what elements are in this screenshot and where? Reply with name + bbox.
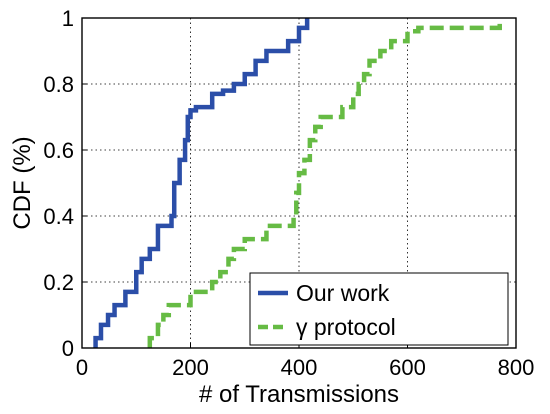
x-tick-label: 0 bbox=[76, 355, 88, 380]
legend-box bbox=[249, 272, 509, 346]
y-axis-title: CDF (%) bbox=[9, 136, 36, 229]
legend-label-our-work: Our work bbox=[296, 280, 390, 306]
series-line-0 bbox=[93, 18, 310, 348]
x-tick-label: 400 bbox=[281, 355, 318, 380]
x-tick-label: 800 bbox=[498, 355, 535, 380]
x-axis-title: # of Transmissions bbox=[199, 381, 399, 408]
x-tick-label: 600 bbox=[389, 355, 426, 380]
legend-label-gamma-protocol: γ protocol bbox=[296, 314, 396, 340]
x-tick-label: 200 bbox=[172, 355, 209, 380]
series-layer bbox=[93, 18, 502, 348]
series-line-1 bbox=[147, 18, 502, 348]
y-tick-label: 0 bbox=[62, 336, 74, 361]
legend: Our work γ protocol bbox=[249, 272, 509, 346]
y-tick-label: 0.4 bbox=[43, 204, 74, 229]
y-tick-label: 0.6 bbox=[43, 138, 74, 163]
axis-ticks: 0 200 400 600 800 0 0.2 0.4 0.6 0.8 1 bbox=[43, 6, 534, 380]
y-tick-label: 1 bbox=[62, 6, 74, 31]
y-tick-label: 0.8 bbox=[43, 72, 74, 97]
y-tick-label: 0.2 bbox=[43, 270, 74, 295]
